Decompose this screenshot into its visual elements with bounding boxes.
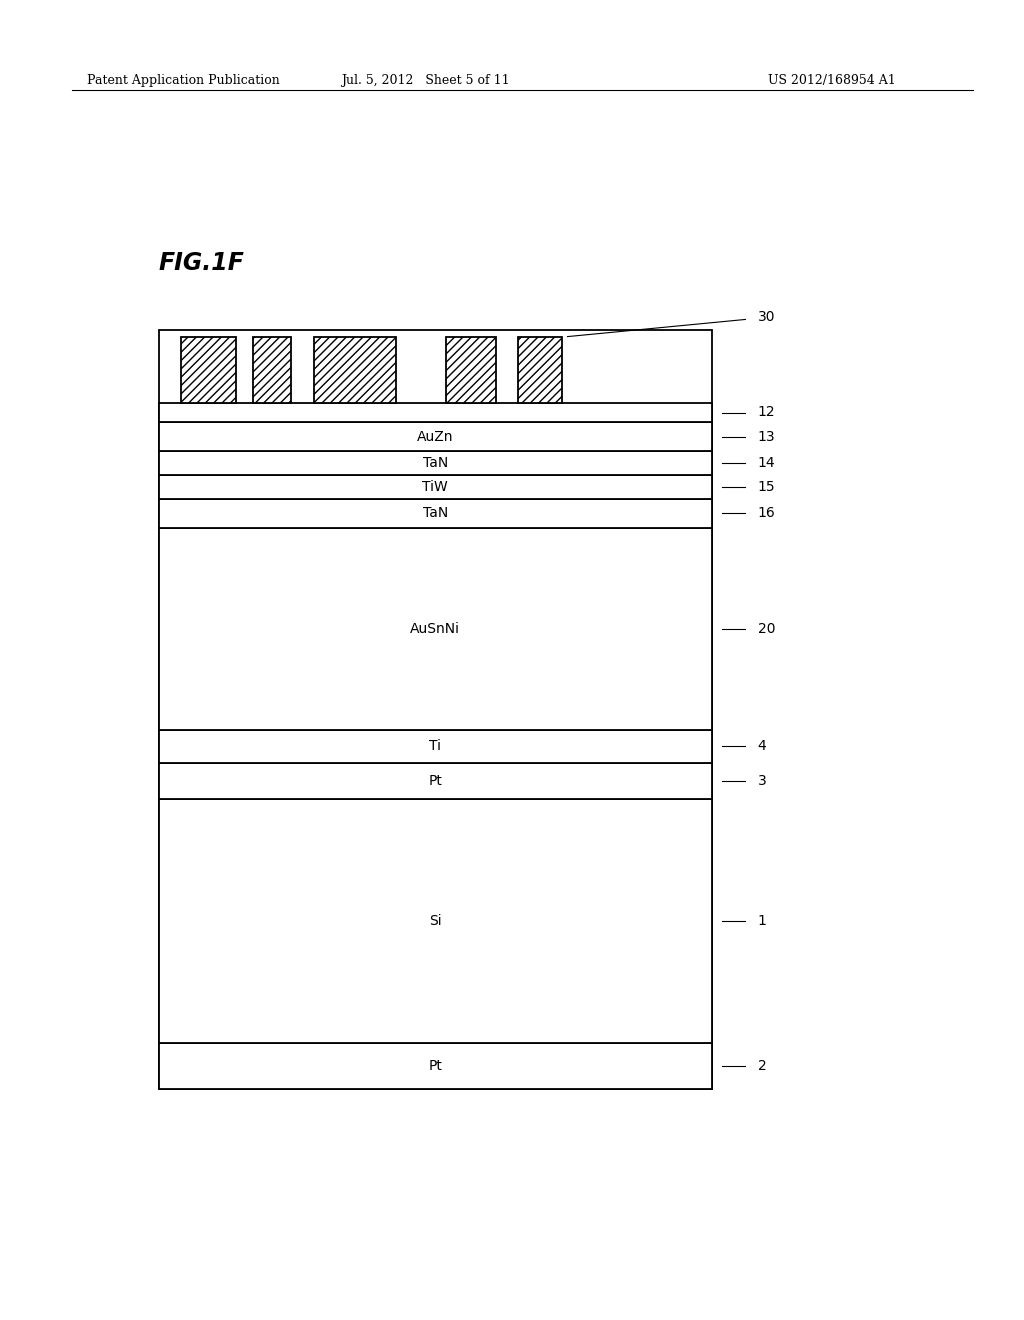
Text: Ti: Ti [429,739,441,754]
Text: Patent Application Publication: Patent Application Publication [87,74,280,87]
Bar [518,337,562,403]
Text: 14: 14 [758,457,775,470]
Text: 16: 16 [758,507,775,520]
Text: 13: 13 [758,430,775,444]
Text: TaN: TaN [423,457,447,470]
Text: 15: 15 [758,480,775,494]
Text: Pt: Pt [428,1059,442,1073]
Text: 20: 20 [758,622,775,636]
Bar [159,403,712,422]
Text: 2: 2 [758,1059,767,1073]
Bar [446,337,496,403]
Text: FIG.1F: FIG.1F [159,251,245,275]
Bar [159,799,712,1043]
Bar [253,337,292,403]
Text: 12: 12 [758,405,775,420]
Text: Si: Si [429,913,441,928]
Text: Jul. 5, 2012   Sheet 5 of 11: Jul. 5, 2012 Sheet 5 of 11 [341,74,509,87]
Bar [159,730,712,763]
Text: TaN: TaN [423,507,447,520]
Bar [159,763,712,799]
Bar [159,422,712,451]
Text: AuSnNi: AuSnNi [411,622,460,636]
Bar [159,1043,712,1089]
Text: AuZn: AuZn [417,430,454,444]
Text: Pt: Pt [428,774,442,788]
Bar [159,528,712,730]
Bar [313,337,396,403]
Bar [181,337,237,403]
Bar [159,499,712,528]
Text: US 2012/168954 A1: US 2012/168954 A1 [768,74,896,87]
Text: 3: 3 [758,774,767,788]
Text: TiW: TiW [422,480,449,494]
Text: 4: 4 [758,739,767,754]
Bar [159,475,712,499]
Bar [159,451,712,475]
Text: 1: 1 [758,913,767,928]
Text: 30: 30 [758,310,775,323]
Bar [159,330,712,1089]
